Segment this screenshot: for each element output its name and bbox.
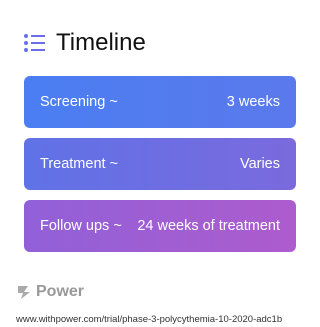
item-label: Follow ups ~ — [40, 218, 122, 234]
header: Timeline — [24, 28, 146, 58]
timeline-item: Treatment ~ Varies — [24, 138, 296, 190]
item-value: 24 weeks of treatment — [137, 218, 280, 234]
item-value: 3 weeks — [226, 94, 280, 110]
url: www.withpower.com/trial/phase-3-polycyth… — [16, 314, 283, 325]
timeline-item: Follow ups ~ 24 weeks of treatment — [24, 200, 296, 252]
brand: Power — [16, 283, 84, 301]
list-icon — [24, 34, 45, 52]
brand-name: Power — [36, 283, 85, 300]
timeline-item: Screening ~ 3 weeks — [24, 76, 296, 128]
logo — [18, 286, 30, 299]
timeline: Screening ~ 3 weeks Treatment ~ Varies Follo… — [24, 76, 296, 262]
item-label: Screening ~ — [40, 94, 118, 110]
item-value: Varies — [239, 156, 280, 172]
title: Timeline — [56, 29, 146, 56]
item-label: Treatment ~ — [40, 156, 119, 172]
